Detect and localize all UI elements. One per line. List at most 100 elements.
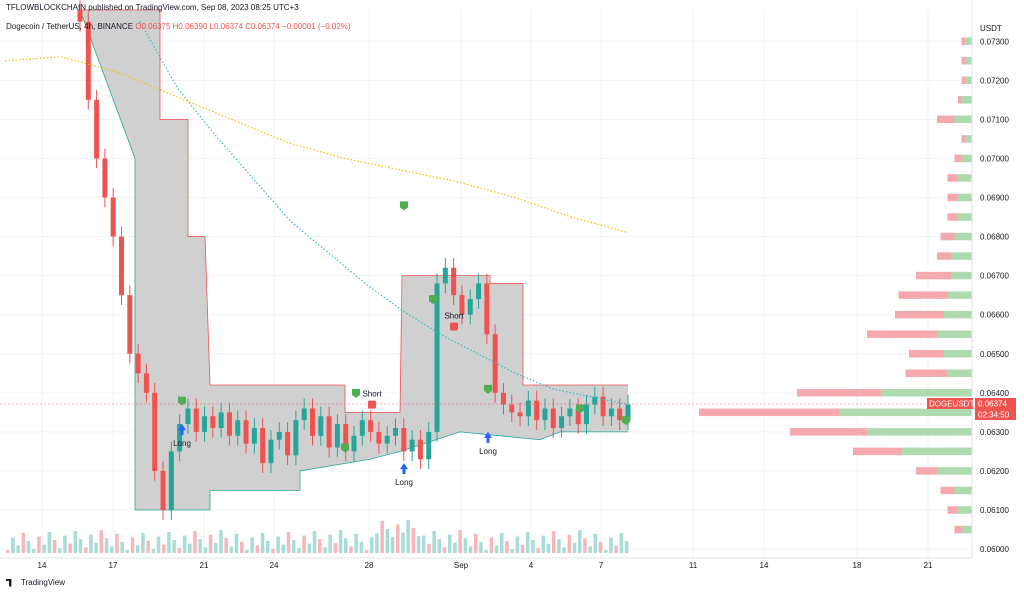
volume-bar	[250, 537, 254, 553]
countdown-text: 02:34:50	[978, 411, 1010, 420]
time-tick-label: 7	[599, 561, 604, 570]
candle-body	[476, 283, 482, 300]
vp-sell-bar	[954, 525, 962, 534]
vp-buy-bar	[958, 193, 972, 202]
candle-body	[226, 412, 232, 436]
tradingview-logo-text: TradingView	[21, 578, 66, 587]
vp-sell-bar	[898, 291, 948, 299]
volume-bar	[442, 547, 447, 553]
volume-bar	[359, 541, 364, 553]
volume-bar	[370, 537, 374, 553]
volume-bar	[286, 532, 291, 553]
volume-bar	[338, 530, 343, 553]
volume-bar	[531, 540, 535, 553]
candle-body	[127, 295, 133, 354]
vp-buy-bar	[958, 213, 972, 221]
short-label: Short	[362, 390, 382, 399]
candle-body	[401, 427, 407, 452]
currency-label: USDT	[980, 24, 1002, 33]
candle-body	[160, 470, 166, 511]
price-tick-label: 0.06600	[980, 311, 1009, 320]
symbol-line: Dogecoin / TetherUS, 4h, BINANCE O0.0637…	[6, 22, 351, 31]
symbol-name: Dogecoin / TetherUS, 4h, BINANCE	[6, 22, 134, 31]
signal-flag-icon	[484, 384, 492, 394]
volume-bar	[172, 540, 176, 553]
volume-bar	[297, 548, 301, 553]
volume-bar	[104, 538, 109, 553]
volume-bar	[526, 532, 530, 553]
candle-body	[417, 439, 423, 460]
volume-bar	[432, 531, 436, 553]
volume-bar	[541, 535, 546, 553]
volume-bar	[47, 532, 52, 553]
vp-sell-bar	[797, 389, 881, 397]
volume-bar	[245, 550, 249, 553]
volume-bar	[520, 544, 525, 553]
ohlc-values: O0.06375 H0.06390 L0.06374 C0.06374 −0.0…	[135, 22, 351, 31]
candle-body	[334, 424, 340, 448]
volume-bar	[401, 532, 405, 553]
time-tick-label: 14	[760, 561, 769, 570]
candle-body	[492, 334, 498, 393]
candle-body	[102, 158, 108, 198]
volume-bar	[99, 530, 104, 553]
candle-body	[276, 431, 282, 440]
volume-bar	[593, 533, 598, 553]
volume-bar	[26, 541, 31, 553]
candle-body	[559, 416, 565, 428]
volume-bar	[484, 550, 488, 553]
short-label: Short	[444, 312, 464, 321]
band-upper-line	[80, 9, 628, 413]
candle-body	[110, 197, 116, 237]
volume-bar	[396, 524, 400, 553]
volume-bar	[141, 532, 145, 553]
candle-body	[600, 396, 606, 417]
volume-bar	[567, 534, 572, 553]
volume-bar	[598, 541, 603, 553]
candle-body	[434, 283, 440, 432]
candle-body	[243, 420, 249, 444]
vp-buy-bar	[951, 252, 972, 260]
volume-bar	[448, 534, 452, 553]
volume-bar	[260, 532, 265, 553]
candle-body	[202, 416, 208, 432]
candle-body	[509, 404, 515, 413]
candle-body	[318, 416, 324, 436]
price-tick-label: 0.06200	[980, 467, 1009, 476]
volume-bar	[271, 549, 275, 553]
volume-bar	[463, 538, 468, 553]
volume-bar	[453, 542, 457, 553]
volume-bar	[427, 543, 431, 553]
volume-bar	[136, 545, 140, 553]
candle-body	[368, 420, 374, 432]
volume-bar	[115, 533, 119, 553]
volume-bar	[354, 533, 358, 553]
candle-body	[85, 21, 91, 100]
vp-sell-bar	[947, 213, 958, 221]
price-tick-label: 0.06400	[980, 389, 1009, 398]
volume-bar	[219, 530, 223, 553]
signal-flag-icon	[352, 388, 360, 398]
volume-bar	[458, 530, 462, 553]
candle-body	[525, 400, 531, 417]
tradingview-logo[interactable]: TradingView	[6, 578, 65, 587]
candle-body	[451, 267, 457, 296]
candle-body	[177, 424, 183, 452]
vp-sell-bar	[961, 37, 965, 45]
candle-body	[326, 416, 332, 448]
price-tick-label: 0.06000	[980, 545, 1009, 554]
volume-bar	[214, 542, 218, 553]
long-arrow-icon	[484, 431, 492, 443]
vp-buy-bar	[965, 76, 972, 85]
candle-body	[351, 435, 357, 452]
band-lower-line	[79, 9, 628, 511]
price-tick-label: 0.06800	[980, 233, 1009, 242]
candle-body	[409, 439, 415, 452]
signal-flag-icon	[622, 416, 630, 426]
volume-bar	[489, 537, 494, 553]
candle-body	[484, 283, 490, 335]
volume-bar	[120, 541, 124, 553]
volume-bar	[437, 539, 442, 553]
volume-bar	[292, 540, 296, 553]
